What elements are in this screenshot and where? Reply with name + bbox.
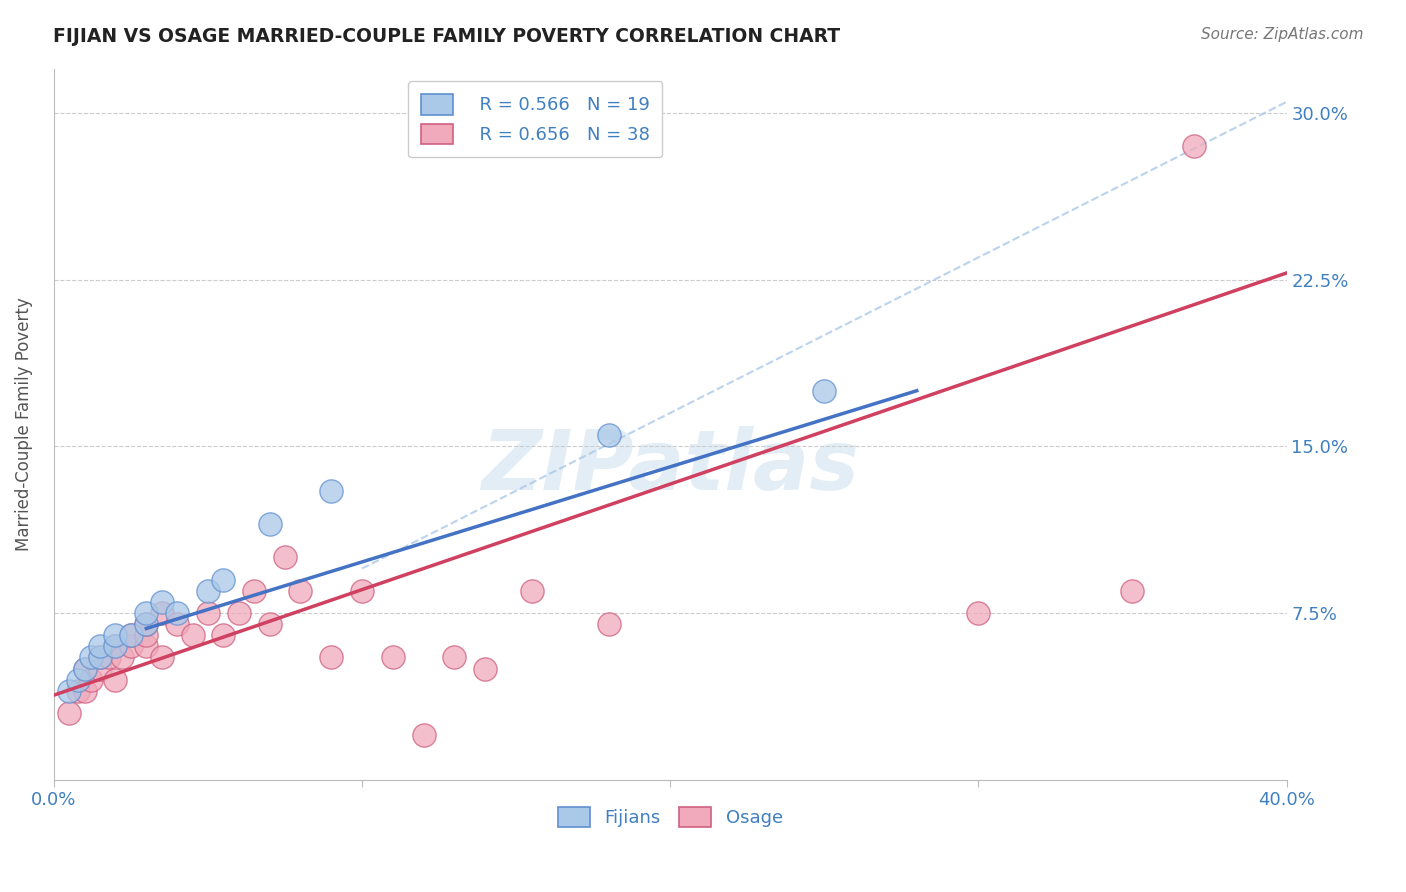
Point	[58, 683, 80, 698]
Point	[321, 650, 343, 665]
Point	[967, 606, 990, 620]
Point	[228, 606, 250, 620]
Point	[73, 661, 96, 675]
Legend: Fijians, Osage: Fijians, Osage	[550, 799, 790, 835]
Point	[135, 640, 157, 654]
Text: ZIPatlas: ZIPatlas	[481, 426, 859, 508]
Point	[381, 650, 404, 665]
Point	[67, 673, 90, 687]
Point	[135, 617, 157, 632]
Point	[135, 606, 157, 620]
Point	[181, 628, 204, 642]
Point	[443, 650, 465, 665]
Text: Source: ZipAtlas.com: Source: ZipAtlas.com	[1201, 27, 1364, 42]
Point	[89, 650, 111, 665]
Point	[166, 606, 188, 620]
Point	[67, 683, 90, 698]
Point	[1121, 583, 1143, 598]
Point	[135, 628, 157, 642]
Text: FIJIAN VS OSAGE MARRIED-COUPLE FAMILY POVERTY CORRELATION CHART: FIJIAN VS OSAGE MARRIED-COUPLE FAMILY PO…	[53, 27, 841, 45]
Point	[150, 595, 173, 609]
Point	[104, 673, 127, 687]
Point	[350, 583, 373, 598]
Point	[89, 640, 111, 654]
Point	[80, 650, 103, 665]
Point	[166, 617, 188, 632]
Point	[212, 628, 235, 642]
Point	[104, 640, 127, 654]
Point	[89, 661, 111, 675]
Point	[120, 628, 142, 642]
Point	[120, 640, 142, 654]
Point	[259, 617, 281, 632]
Point	[98, 650, 121, 665]
Point	[150, 650, 173, 665]
Point	[598, 617, 620, 632]
Point	[598, 428, 620, 442]
Point	[1182, 139, 1205, 153]
Point	[520, 583, 543, 598]
Point	[243, 583, 266, 598]
Point	[104, 628, 127, 642]
Point	[73, 683, 96, 698]
Point	[73, 661, 96, 675]
Point	[135, 617, 157, 632]
Point	[120, 628, 142, 642]
Y-axis label: Married-Couple Family Poverty: Married-Couple Family Poverty	[15, 297, 32, 551]
Point	[212, 573, 235, 587]
Point	[274, 550, 297, 565]
Point	[111, 650, 134, 665]
Point	[412, 728, 434, 742]
Point	[197, 606, 219, 620]
Point	[150, 606, 173, 620]
Point	[89, 650, 111, 665]
Point	[259, 517, 281, 532]
Point	[197, 583, 219, 598]
Point	[80, 673, 103, 687]
Point	[290, 583, 312, 598]
Point	[321, 483, 343, 498]
Point	[813, 384, 835, 398]
Point	[104, 640, 127, 654]
Point	[474, 661, 496, 675]
Point	[58, 706, 80, 720]
